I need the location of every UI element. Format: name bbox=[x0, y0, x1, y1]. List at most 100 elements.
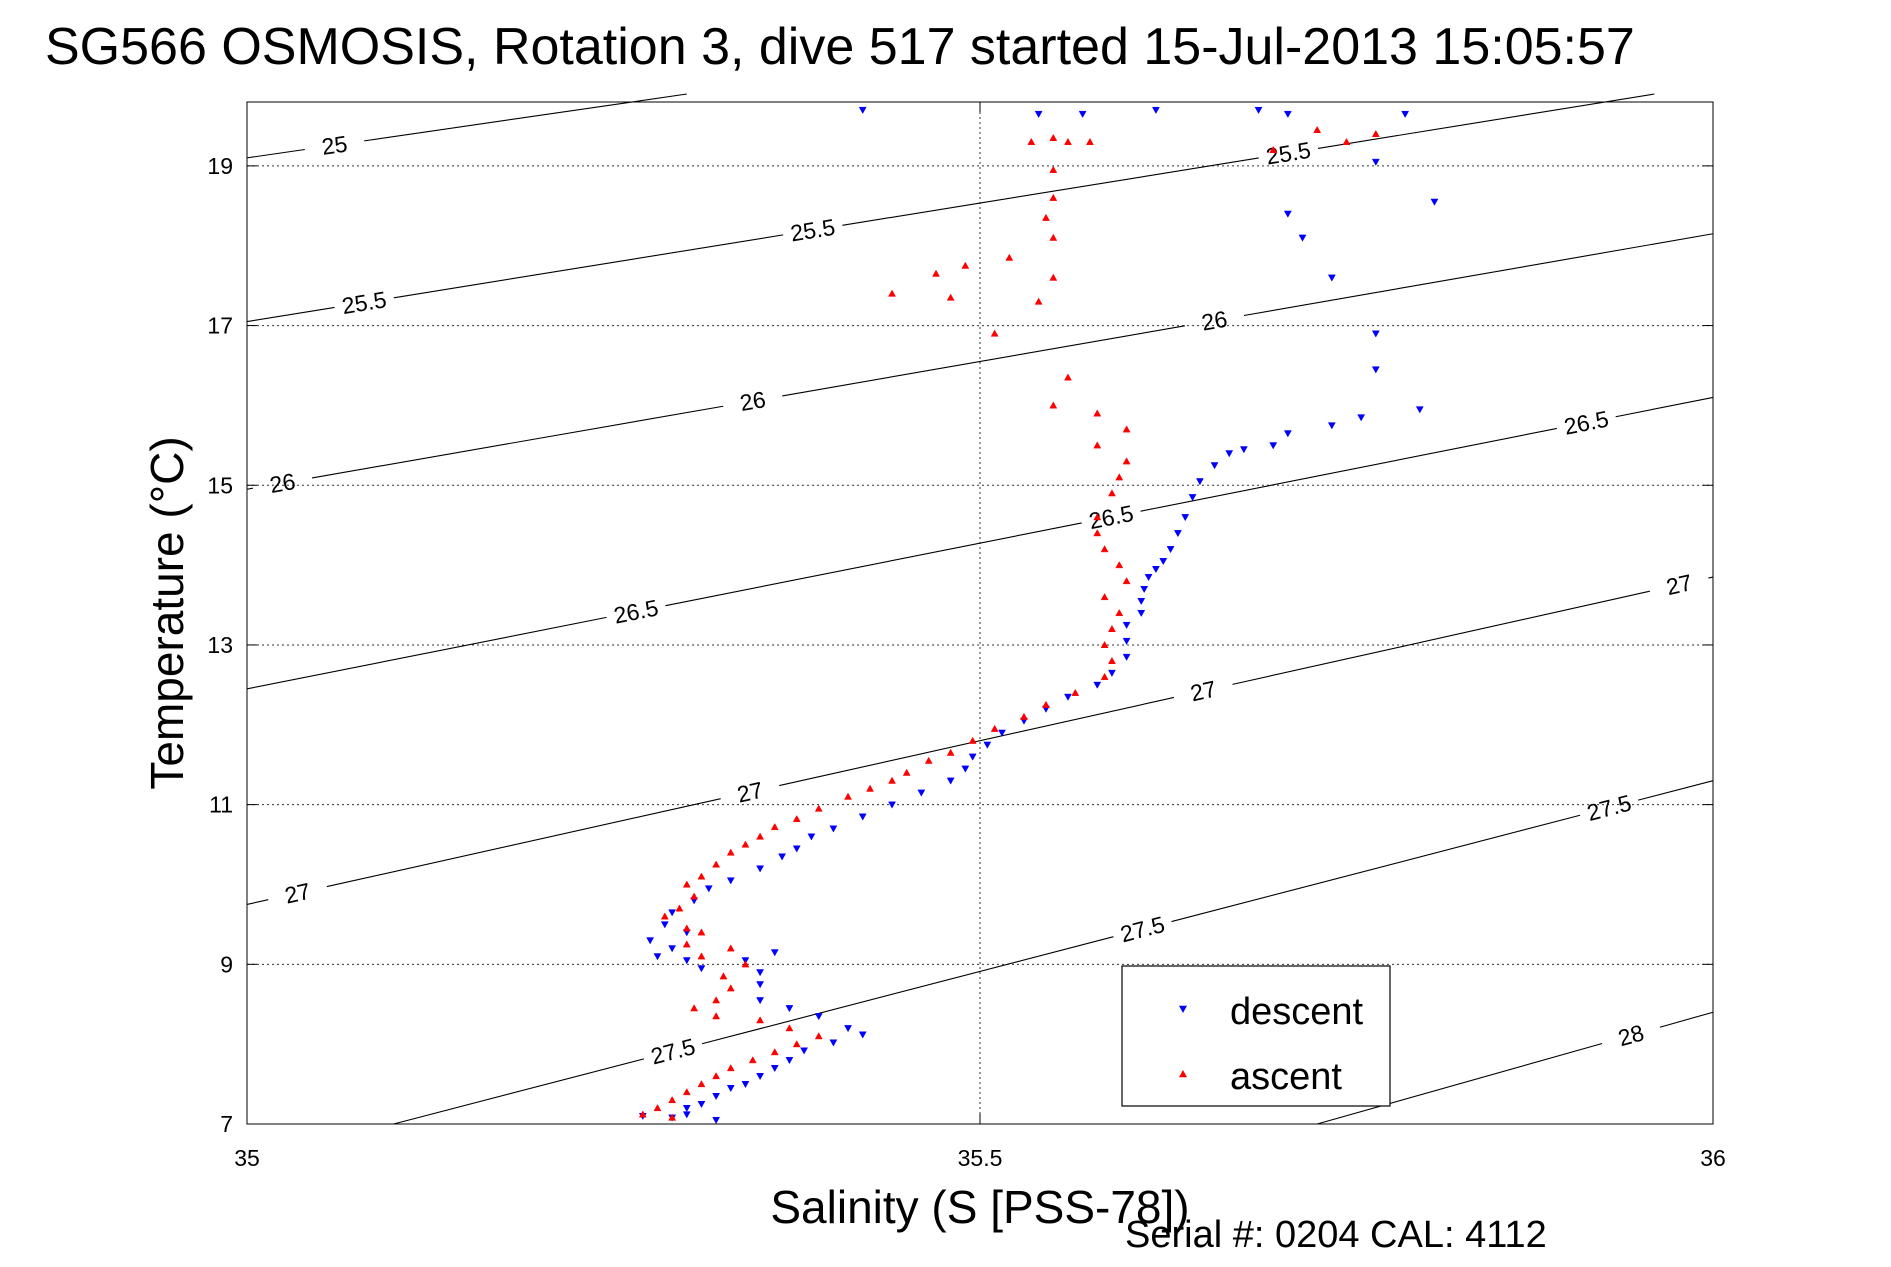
density-contour-label: 27 bbox=[282, 878, 313, 909]
ascent-point bbox=[668, 1096, 677, 1104]
descent-point bbox=[646, 937, 655, 945]
ascent-point bbox=[756, 1016, 765, 1024]
descent-point bbox=[1269, 442, 1278, 450]
descent-point bbox=[1137, 597, 1146, 606]
ascent-point bbox=[814, 1032, 823, 1040]
descent-point bbox=[1327, 422, 1336, 430]
density-contour-label: 26 bbox=[1200, 306, 1230, 336]
legend: descent ascent bbox=[1121, 965, 1391, 1107]
legend-descent-triangle bbox=[1179, 1005, 1187, 1013]
descent-point bbox=[1210, 462, 1219, 470]
ascent-point bbox=[682, 1088, 691, 1096]
descent-point bbox=[1283, 110, 1292, 118]
descent-point bbox=[756, 969, 765, 977]
descent-point bbox=[770, 1065, 779, 1073]
ascent-point bbox=[866, 784, 874, 792]
descent-point bbox=[1430, 198, 1439, 206]
descent-point bbox=[1034, 110, 1043, 118]
descent-point bbox=[1181, 514, 1190, 522]
descent-point bbox=[1166, 546, 1175, 554]
ascent-point bbox=[712, 860, 721, 868]
density-contour-line bbox=[779, 696, 1175, 787]
descent-point bbox=[1122, 621, 1131, 629]
descent-point bbox=[961, 765, 970, 773]
ascent-point bbox=[697, 872, 706, 880]
descent-point bbox=[829, 825, 838, 833]
density-contour-line bbox=[393, 234, 784, 299]
legend-box bbox=[1121, 965, 1391, 1107]
density-contour-line bbox=[311, 405, 724, 479]
density-contour-label: 27 bbox=[1664, 569, 1695, 600]
y-tick-label: 11 bbox=[209, 792, 233, 818]
x-tick-label: 36 bbox=[1700, 1145, 1726, 1171]
descent-point bbox=[814, 1013, 823, 1021]
descent-point bbox=[1283, 430, 1292, 438]
density-contour-line bbox=[1232, 590, 1650, 685]
ascent-point bbox=[668, 1113, 677, 1121]
descent-point bbox=[1093, 681, 1102, 689]
density-contour-label: 26.5 bbox=[612, 594, 661, 628]
y-tick-label: 17 bbox=[207, 313, 233, 339]
density-contour-line bbox=[1140, 427, 1557, 512]
ascent-point bbox=[1122, 577, 1131, 585]
ascent-point bbox=[1042, 700, 1050, 708]
descent-point bbox=[946, 777, 955, 785]
density-contour-line bbox=[364, 93, 687, 142]
legend-marker-descent bbox=[1179, 1005, 1187, 1013]
ascent-point bbox=[1108, 624, 1116, 633]
density-contour-label: 27 bbox=[1188, 675, 1219, 706]
data-points bbox=[638, 106, 1439, 1125]
ascent-point bbox=[697, 952, 706, 960]
ascent-point bbox=[682, 880, 691, 888]
descent-point bbox=[756, 981, 765, 989]
descent-point bbox=[785, 1005, 794, 1013]
descent-point bbox=[1283, 210, 1292, 218]
density-contour-label: 27.5 bbox=[1118, 911, 1168, 947]
density-contour-label: 26 bbox=[268, 468, 298, 498]
ascent-point bbox=[682, 924, 691, 932]
density-contour-label: 25.5 bbox=[340, 286, 388, 319]
descent-point bbox=[1122, 653, 1131, 661]
y-tick-label: 13 bbox=[207, 632, 233, 658]
ascent-point bbox=[1005, 253, 1014, 261]
density-contour-line bbox=[246, 616, 607, 690]
ascent-point bbox=[690, 892, 699, 900]
ascent-point bbox=[990, 724, 999, 732]
ascent-point bbox=[1064, 137, 1072, 145]
density-contour-line bbox=[665, 522, 1082, 607]
ascent-point bbox=[1049, 133, 1058, 141]
legend-ascent-triangle bbox=[1179, 1070, 1187, 1078]
density-contour-line bbox=[1637, 780, 1714, 801]
ascent-point bbox=[1034, 297, 1043, 305]
ascent-point bbox=[1093, 441, 1102, 449]
x-axis-label: Salinity (S [PSS-78]) bbox=[770, 1181, 1189, 1233]
x-tick-label: 35.5 bbox=[958, 1145, 1003, 1171]
descent-point bbox=[844, 1025, 852, 1033]
descent-point bbox=[1239, 446, 1248, 454]
descent-point bbox=[770, 949, 779, 957]
ascent-point bbox=[660, 912, 669, 920]
descent-point bbox=[983, 741, 992, 749]
descent-point bbox=[1371, 366, 1380, 374]
descent-point bbox=[1371, 158, 1380, 166]
ascent-point bbox=[1093, 513, 1102, 521]
ascent-point bbox=[1027, 137, 1036, 145]
ascent-point bbox=[726, 1064, 735, 1072]
ascent-point bbox=[1100, 545, 1109, 553]
descent-point bbox=[1225, 450, 1234, 458]
density-contour-line bbox=[326, 798, 721, 888]
descent-point bbox=[697, 965, 706, 973]
descent-point bbox=[697, 1100, 706, 1109]
descent-point bbox=[1371, 330, 1380, 338]
ascent-point bbox=[1042, 213, 1050, 221]
descent-point bbox=[888, 801, 896, 809]
descent-point bbox=[792, 845, 801, 853]
ascent-point bbox=[792, 1040, 801, 1048]
descent-point bbox=[1357, 414, 1366, 422]
ascent-point bbox=[638, 1110, 647, 1118]
ascent-point bbox=[1049, 193, 1058, 201]
ascent-point bbox=[1108, 489, 1116, 497]
descent-point bbox=[1298, 234, 1307, 242]
ascent-point bbox=[712, 996, 721, 1004]
